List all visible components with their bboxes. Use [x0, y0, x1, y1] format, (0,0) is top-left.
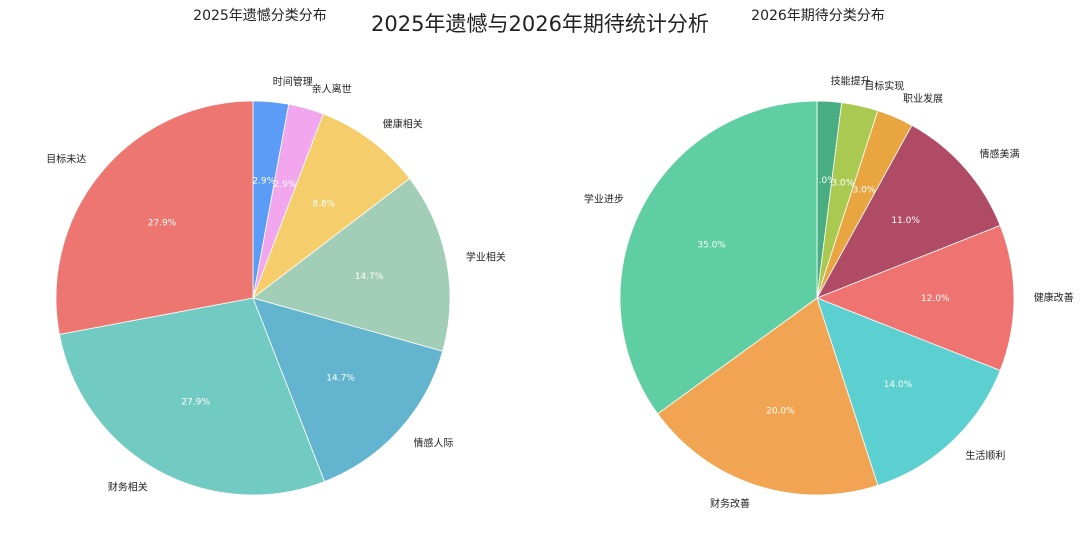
pct-label-0-4: 14.7% [326, 373, 355, 383]
slice-label-1-2: 职业发展 [903, 92, 943, 105]
slice-label-0-6: 目标未达 [46, 154, 86, 166]
slice-label-0-5: 财务相关 [108, 480, 148, 493]
chart-title-expectations: 2026年期待分类分布 [751, 8, 885, 24]
pie-slice-0-3 [252, 177, 451, 352]
slice-label-0-1: 亲人离世 [312, 82, 352, 95]
pct-label-0-0: 2.9% [252, 176, 275, 186]
pct-label-0-1: 2.9% [274, 180, 297, 190]
pie-slice-1-4 [815, 224, 1015, 372]
pie-slice-1-7 [619, 100, 818, 415]
pie-slice-0-5 [58, 297, 326, 496]
slice-label-0-4: 情感人际 [414, 437, 454, 450]
slice-label-1-0: 技能提升 [831, 75, 871, 88]
slice-label-1-3: 情感美满 [980, 148, 1020, 161]
pct-label-0-3: 14.7% [355, 272, 384, 282]
pct-label-0-6: 27.9% [148, 219, 177, 229]
chart-title-regrets: 2025年遗憾分类分布 [193, 8, 327, 24]
pct-label-1-7: 35.0% [697, 240, 726, 250]
pie-chart-expectations: 技能提升 2.0% 目标实现 3.0% 职业发展 3.0% 情感美满 11.0% 健康改善 12.… [584, 75, 1074, 510]
pct-label-1-1: 3.0% [831, 179, 854, 189]
pct-label-1-4: 12.0% [921, 294, 950, 304]
pie-slice-0-2 [252, 113, 411, 300]
pct-label-1-3: 11.0% [891, 216, 920, 226]
pie-slice-0-6 [55, 100, 254, 335]
slice-label-1-4: 健康改善 [1034, 291, 1074, 304]
slice-label-0-2: 健康相关 [383, 117, 423, 130]
pct-label-1-2: 3.0% [853, 186, 876, 196]
pct-label-1-6: 20.0% [766, 406, 795, 416]
pie-slice-0-4 [252, 297, 444, 483]
pct-label-1-0: 2.0% [813, 176, 836, 186]
slice-label-1-7: 学业进步 [584, 193, 624, 206]
main-title: 2025年遗憾与2026年期待统计分析 [371, 12, 709, 36]
slice-label-1-6: 财务改善 [710, 497, 750, 510]
pie-slice-1-6 [657, 297, 879, 496]
slice-label-1-1: 目标实现 [864, 80, 904, 93]
pie-slice-1-3 [816, 124, 1001, 299]
pct-label-1-5: 14.0% [884, 380, 913, 390]
slice-label-0-3: 学业相关 [466, 250, 506, 263]
pie-chart-regrets: 时间管理 2.9% 亲人离世 2.9% 健康相关 8.8% 学业相关 14.7% 情感人际 14.… [46, 75, 506, 496]
slice-label-1-5: 生活顺利 [965, 449, 1005, 462]
pct-label-0-2: 8.8% [312, 199, 335, 209]
pct-label-0-5: 27.9% [181, 397, 210, 407]
slice-label-0-0: 时间管理 [273, 75, 313, 88]
